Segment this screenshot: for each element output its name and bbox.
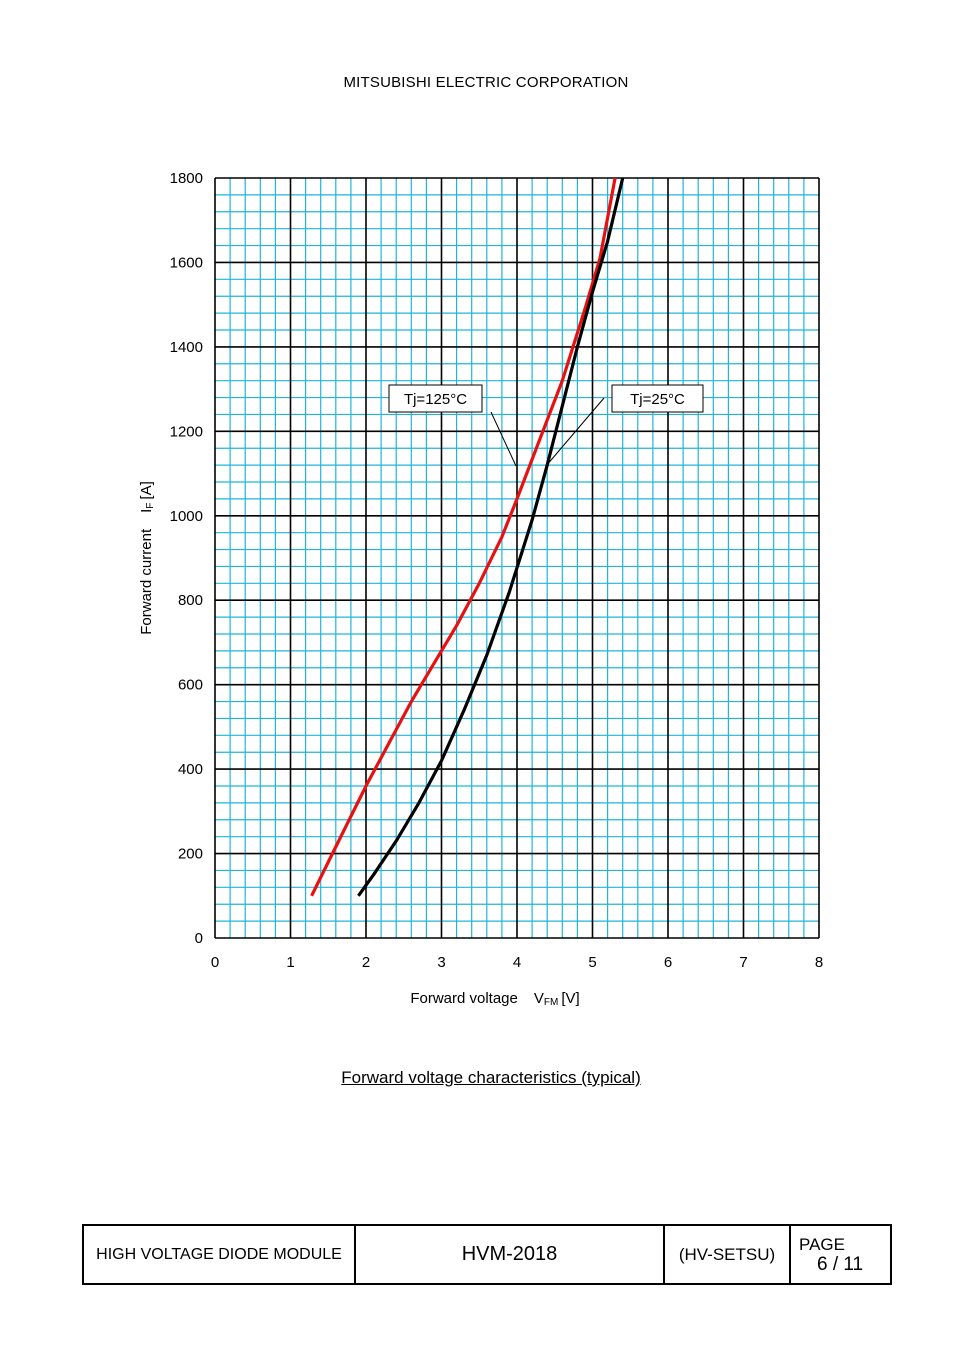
- annotation-box-tj25: [611, 384, 704, 413]
- x-tick-label: 1: [286, 954, 294, 971]
- annotation-leader-tj25: [545, 397, 605, 467]
- x-tick-label: 4: [513, 954, 521, 971]
- document-footer: HIGH VOLTAGE DIODE MODULE HVM-2018 (HV-S…: [82, 1224, 892, 1285]
- annotation-tj25: Tj=25°C: [545, 384, 704, 467]
- x-tick-label: 8: [815, 954, 823, 971]
- chart-caption: Forward voltage characteristics (typical…: [341, 1068, 641, 1087]
- y-axis-label: Forward currentIF[A]: [138, 481, 156, 635]
- annotation-tj125: Tj=125°C: [388, 384, 517, 467]
- series-line-tj125: [310, 177, 617, 897]
- annotations: Tj=125°C Tj=25°C: [388, 384, 704, 467]
- x-tick-label: 2: [362, 954, 370, 971]
- annotation-label-tj25: Tj=25°C: [630, 391, 685, 408]
- company-header: MITSUBISHI ELECTRIC CORPORATION: [343, 74, 629, 91]
- y-tick-label: 0: [195, 930, 203, 947]
- y-tick-label: 1800: [170, 170, 203, 187]
- annotation-leader-tj125: [490, 411, 517, 467]
- y-tick-label: 400: [178, 761, 203, 778]
- forward-voltage-chart: 0 1 2 3 4 5 6 7 8 0 200 400 600 800 1000 1200 1400 1600 18…: [138, 170, 824, 1008]
- x-axis-label: Forward voltage VFM [V]: [410, 990, 579, 1008]
- y-tick-label: 1600: [170, 254, 203, 271]
- footer-page: PAGE 6 / 11: [791, 1226, 890, 1283]
- x-tick-label: 6: [664, 954, 672, 971]
- footer-code: (HV-SETSU): [665, 1226, 791, 1283]
- y-tick-label: 800: [178, 592, 203, 609]
- grid-major: [214, 177, 820, 939]
- series-layer: [310, 177, 625, 897]
- x-tick-label: 0: [211, 954, 219, 971]
- footer-page-label: PAGE: [799, 1234, 845, 1254]
- footer-product: HIGH VOLTAGE DIODE MODULE: [84, 1226, 356, 1283]
- x-tick-label: 3: [437, 954, 445, 971]
- y-tick-label: 1200: [170, 423, 203, 440]
- tick-labels: 0 1 2 3 4 5 6 7 8 0 200 400 600 800 1000 1200 1400 1600 18…: [170, 170, 824, 971]
- annotation-label-tj125: Tj=125°C: [404, 391, 467, 408]
- footer-model: HVM-2018: [356, 1226, 665, 1283]
- series-line-tj25: [357, 177, 625, 897]
- y-tick-label: 1400: [170, 339, 203, 356]
- annotation-box-tj125: [388, 384, 483, 413]
- y-tick-label: 600: [178, 677, 203, 694]
- footer-page-value: 6 / 11: [817, 1253, 864, 1275]
- axis-labels: Forward voltage VFM [V] Forward currentIF[…: [138, 481, 580, 1008]
- y-tick-label: 200: [178, 846, 203, 863]
- x-tick-label: 7: [739, 954, 747, 971]
- x-tick-label: 5: [588, 954, 596, 971]
- y-tick-label: 1000: [170, 508, 203, 525]
